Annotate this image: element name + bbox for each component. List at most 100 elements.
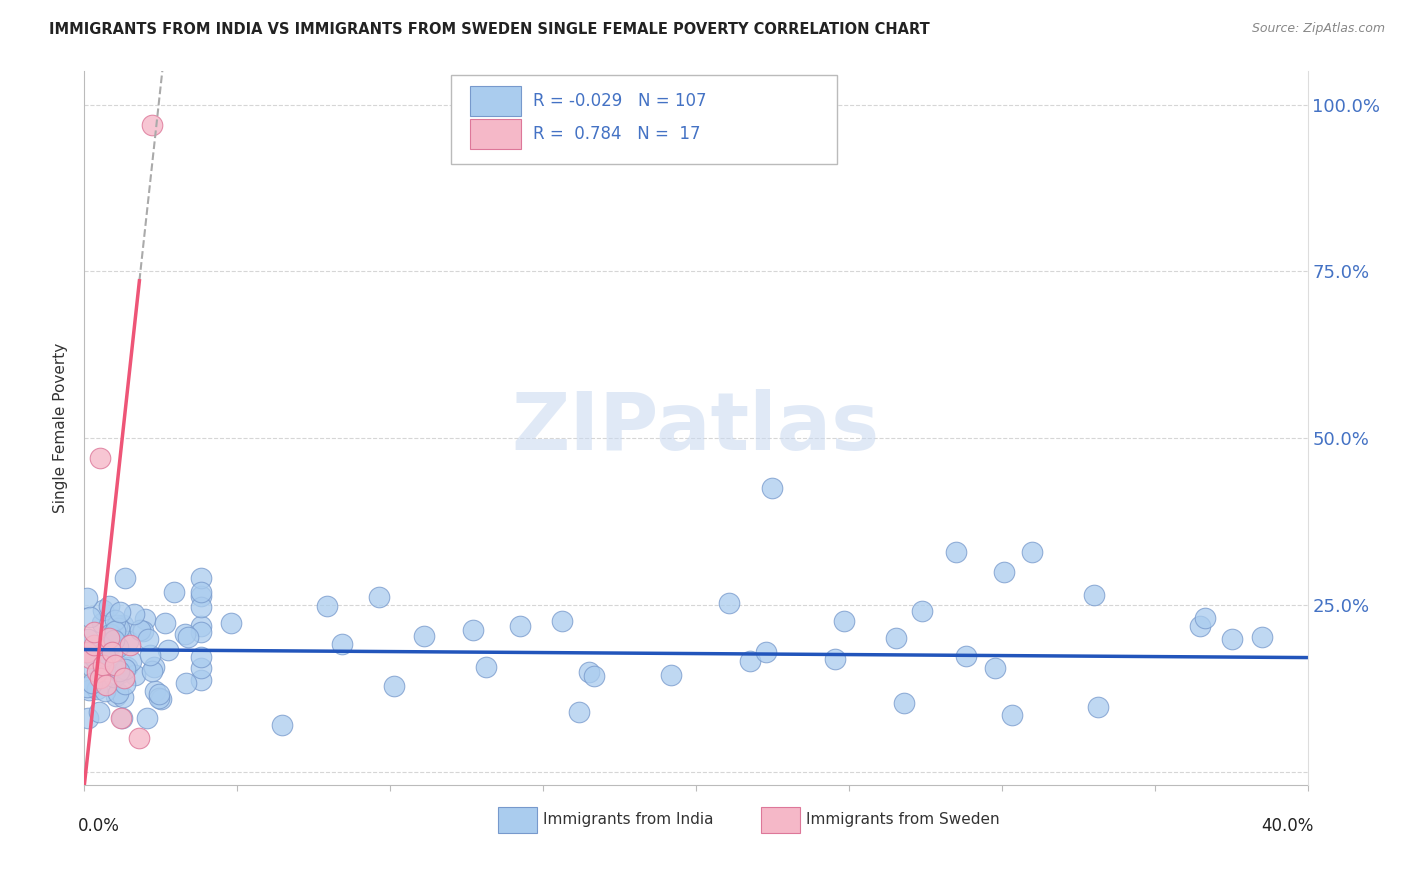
- Point: [76, 644, 98, 658]
- Point: [190, 589, 212, 603]
- Y-axis label: Single Female Poverty: Single Female Poverty: [53, 343, 69, 513]
- Point: [578, 665, 600, 679]
- Point: [91, 657, 114, 672]
- Text: Immigrants from Sweden: Immigrants from Sweden: [806, 813, 1000, 828]
- Point: [79, 651, 101, 665]
- Point: [108, 620, 131, 634]
- Point: [76, 646, 98, 660]
- Point: [103, 670, 125, 684]
- Point: [76, 680, 98, 694]
- Point: [83, 638, 105, 652]
- Point: [114, 662, 136, 676]
- Point: [367, 590, 389, 604]
- Point: [111, 618, 134, 632]
- Point: [91, 603, 114, 617]
- Point: [582, 669, 605, 683]
- Point: [76, 591, 98, 606]
- Point: [153, 615, 176, 630]
- Point: [190, 673, 212, 687]
- Point: [110, 711, 132, 725]
- Point: [91, 658, 114, 673]
- Text: R = -0.029   N = 107: R = -0.029 N = 107: [533, 92, 707, 110]
- Point: [89, 451, 111, 466]
- Point: [190, 649, 212, 664]
- Point: [886, 631, 908, 645]
- Point: [156, 643, 179, 657]
- Point: [104, 657, 127, 672]
- Point: [77, 711, 100, 725]
- Point: [824, 652, 846, 666]
- Point: [190, 600, 212, 615]
- Text: Immigrants from India: Immigrants from India: [543, 813, 714, 828]
- Point: [93, 648, 115, 663]
- Point: [1251, 631, 1274, 645]
- Point: [120, 638, 142, 652]
- Point: [893, 696, 915, 710]
- Point: [107, 640, 129, 654]
- Point: [93, 648, 115, 663]
- Point: [117, 633, 139, 648]
- Point: [108, 665, 131, 680]
- Point: [568, 706, 591, 720]
- Point: [190, 571, 212, 585]
- Point: [832, 615, 855, 629]
- Point: [190, 624, 212, 639]
- Text: IMMIGRANTS FROM INDIA VS IMMIGRANTS FROM SWEDEN SINGLE FEMALE POVERTY CORRELATIO: IMMIGRANTS FROM INDIA VS IMMIGRANTS FROM…: [49, 22, 929, 37]
- Point: [115, 660, 138, 674]
- Point: [128, 624, 150, 638]
- Point: [143, 660, 166, 674]
- Point: [143, 683, 166, 698]
- FancyBboxPatch shape: [451, 75, 837, 164]
- Point: [190, 619, 212, 633]
- Point: [105, 689, 128, 703]
- Point: [141, 118, 163, 132]
- Point: [316, 599, 339, 614]
- Point: [83, 624, 105, 639]
- Point: [112, 671, 135, 685]
- Point: [77, 682, 100, 697]
- Point: [136, 711, 159, 725]
- Point: [97, 631, 120, 645]
- Point: [98, 639, 121, 653]
- Point: [219, 615, 242, 630]
- Point: [87, 661, 110, 675]
- Point: [94, 684, 117, 698]
- FancyBboxPatch shape: [761, 807, 800, 833]
- Text: Source: ZipAtlas.com: Source: ZipAtlas.com: [1251, 22, 1385, 36]
- Point: [413, 629, 436, 643]
- Point: [89, 671, 111, 685]
- Point: [87, 705, 110, 719]
- Point: [107, 664, 129, 678]
- Text: R =  0.784   N =  17: R = 0.784 N = 17: [533, 125, 700, 143]
- Point: [101, 644, 124, 658]
- Point: [475, 660, 498, 674]
- Point: [509, 619, 531, 633]
- Point: [94, 678, 117, 692]
- Point: [122, 607, 145, 622]
- Point: [114, 677, 136, 691]
- Point: [128, 731, 150, 746]
- Point: [90, 616, 112, 631]
- Point: [190, 661, 212, 675]
- Point: [659, 668, 682, 682]
- Point: [1021, 544, 1043, 558]
- Point: [141, 664, 163, 678]
- Text: 0.0%: 0.0%: [79, 817, 120, 835]
- Point: [86, 681, 108, 696]
- Point: [149, 692, 172, 706]
- Point: [98, 627, 121, 641]
- Point: [1189, 619, 1212, 633]
- Point: [163, 585, 186, 599]
- Point: [136, 632, 159, 647]
- Point: [755, 645, 778, 659]
- Point: [120, 654, 142, 668]
- Point: [110, 711, 132, 725]
- Point: [86, 655, 108, 669]
- Point: [114, 571, 136, 585]
- Point: [993, 565, 1015, 579]
- Point: [139, 648, 162, 662]
- Point: [104, 624, 127, 638]
- Point: [132, 624, 155, 638]
- Point: [134, 612, 156, 626]
- Text: ZIPatlas: ZIPatlas: [512, 389, 880, 467]
